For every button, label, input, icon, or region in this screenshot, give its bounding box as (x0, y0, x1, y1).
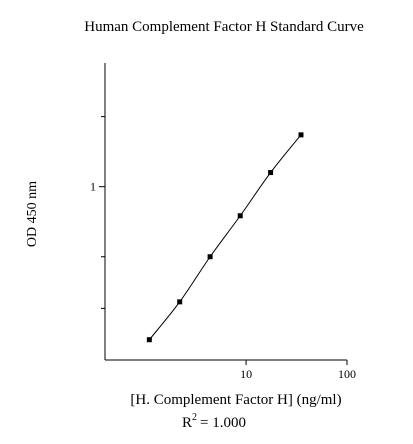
x-tick-label: 10 (240, 367, 252, 381)
r-squared-annotation: R2 = 1.000 (182, 412, 246, 431)
plot-area: 10 100 1 (90, 63, 356, 381)
chart-title: Human Complement Factor H Standard Curve (84, 19, 364, 35)
x-axis-label: [H. Complement Factor H] (ng/ml) (130, 392, 341, 408)
data-point (207, 254, 213, 260)
data-point (298, 132, 304, 138)
y-axis-label: OD 450 nm (25, 181, 40, 247)
x-tick-label: 100 (338, 367, 356, 381)
fit-curve (148, 134, 302, 341)
r-squared-exponent: 2 (192, 412, 197, 423)
data-point (237, 213, 243, 219)
data-point (177, 299, 183, 305)
data-point (268, 170, 274, 176)
r-squared-symbol: R (182, 415, 192, 431)
data-point (146, 337, 152, 343)
r-squared-value: = 1.000 (200, 415, 246, 431)
y-tick-label: 1 (90, 180, 96, 194)
